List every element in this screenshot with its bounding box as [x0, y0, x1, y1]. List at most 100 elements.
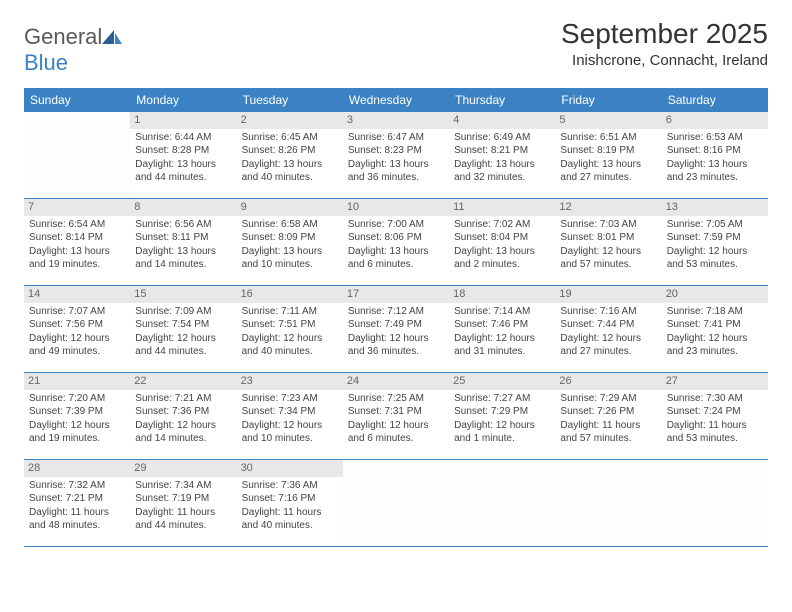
- sunset-text: Sunset: 8:09 PM: [242, 231, 338, 245]
- day-number: 6: [662, 112, 768, 129]
- sunrise-text: Sunrise: 7:18 AM: [667, 305, 763, 319]
- calendar-day-cell: 15Sunrise: 7:09 AMSunset: 7:54 PMDayligh…: [130, 286, 236, 372]
- daylight-text: and 44 minutes.: [135, 519, 231, 533]
- logo-blue: Blue: [24, 50, 68, 75]
- day-number: 20: [662, 286, 768, 303]
- calendar-day-cell: 14Sunrise: 7:07 AMSunset: 7:56 PMDayligh…: [24, 286, 130, 372]
- calendar-day-cell: 30Sunrise: 7:36 AMSunset: 7:16 PMDayligh…: [237, 460, 343, 546]
- sunrise-text: Sunrise: 7:02 AM: [454, 218, 550, 232]
- sunset-text: Sunset: 8:16 PM: [667, 144, 763, 158]
- sunrise-text: Sunrise: 6:49 AM: [454, 131, 550, 145]
- title-block: September 2025 Inishcrone, Connacht, Ire…: [561, 18, 768, 69]
- sunset-text: Sunset: 7:46 PM: [454, 318, 550, 332]
- daylight-text: and 23 minutes.: [667, 171, 763, 185]
- daylight-text: Daylight: 13 hours: [454, 245, 550, 259]
- daylight-text: Daylight: 12 hours: [560, 245, 656, 259]
- calendar-day-cell: 5Sunrise: 6:51 AMSunset: 8:19 PMDaylight…: [555, 112, 661, 198]
- calendar-week-row: 14Sunrise: 7:07 AMSunset: 7:56 PMDayligh…: [24, 286, 768, 373]
- sunrise-text: Sunrise: 7:29 AM: [560, 392, 656, 406]
- daylight-text: Daylight: 12 hours: [667, 332, 763, 346]
- weekday-header: Saturday: [662, 88, 768, 112]
- daylight-text: and 40 minutes.: [242, 345, 338, 359]
- weekday-header-row: SundayMondayTuesdayWednesdayThursdayFrid…: [24, 88, 768, 112]
- sunrise-text: Sunrise: 7:25 AM: [348, 392, 444, 406]
- calendar-day-cell: 18Sunrise: 7:14 AMSunset: 7:46 PMDayligh…: [449, 286, 555, 372]
- daylight-text: Daylight: 11 hours: [667, 419, 763, 433]
- logo-general: General: [24, 24, 102, 49]
- sunset-text: Sunset: 8:14 PM: [29, 231, 125, 245]
- sunrise-text: Sunrise: 6:56 AM: [135, 218, 231, 232]
- daylight-text: Daylight: 13 hours: [242, 158, 338, 172]
- month-title: September 2025: [561, 18, 768, 50]
- daylight-text: Daylight: 13 hours: [454, 158, 550, 172]
- daylight-text: and 6 minutes.: [348, 258, 444, 272]
- sunrise-text: Sunrise: 7:09 AM: [135, 305, 231, 319]
- day-number: 18: [449, 286, 555, 303]
- sunset-text: Sunset: 8:06 PM: [348, 231, 444, 245]
- sunset-text: Sunset: 7:49 PM: [348, 318, 444, 332]
- day-number: 29: [130, 460, 236, 477]
- sunrise-text: Sunrise: 7:20 AM: [29, 392, 125, 406]
- daylight-text: and 10 minutes.: [242, 258, 338, 272]
- weekday-header: Friday: [555, 88, 661, 112]
- day-number: 4: [449, 112, 555, 129]
- calendar-grid: SundayMondayTuesdayWednesdayThursdayFrid…: [24, 88, 768, 547]
- daylight-text: Daylight: 13 hours: [348, 245, 444, 259]
- calendar-week-row: 7Sunrise: 6:54 AMSunset: 8:14 PMDaylight…: [24, 199, 768, 286]
- sunrise-text: Sunrise: 7:36 AM: [242, 479, 338, 493]
- calendar-day-cell: 13Sunrise: 7:05 AMSunset: 7:59 PMDayligh…: [662, 199, 768, 285]
- daylight-text: Daylight: 13 hours: [135, 245, 231, 259]
- sunset-text: Sunset: 7:29 PM: [454, 405, 550, 419]
- calendar-day-cell: 12Sunrise: 7:03 AMSunset: 8:01 PMDayligh…: [555, 199, 661, 285]
- daylight-text: Daylight: 13 hours: [29, 245, 125, 259]
- daylight-text: and 19 minutes.: [29, 432, 125, 446]
- calendar-day-cell: 23Sunrise: 7:23 AMSunset: 7:34 PMDayligh…: [237, 373, 343, 459]
- daylight-text: Daylight: 12 hours: [454, 419, 550, 433]
- daylight-text: Daylight: 12 hours: [242, 419, 338, 433]
- day-number: 8: [130, 199, 236, 216]
- sunrise-text: Sunrise: 7:07 AM: [29, 305, 125, 319]
- sunrise-text: Sunrise: 6:47 AM: [348, 131, 444, 145]
- daylight-text: and 44 minutes.: [135, 171, 231, 185]
- sunrise-text: Sunrise: 7:16 AM: [560, 305, 656, 319]
- calendar-day-cell: 6Sunrise: 6:53 AMSunset: 8:16 PMDaylight…: [662, 112, 768, 198]
- daylight-text: Daylight: 11 hours: [242, 506, 338, 520]
- sunset-text: Sunset: 7:56 PM: [29, 318, 125, 332]
- calendar-day-cell: 7Sunrise: 6:54 AMSunset: 8:14 PMDaylight…: [24, 199, 130, 285]
- daylight-text: and 19 minutes.: [29, 258, 125, 272]
- sunrise-text: Sunrise: 6:51 AM: [560, 131, 656, 145]
- daylight-text: and 23 minutes.: [667, 345, 763, 359]
- sunset-text: Sunset: 7:19 PM: [135, 492, 231, 506]
- daylight-text: and 6 minutes.: [348, 432, 444, 446]
- calendar-day-cell: 26Sunrise: 7:29 AMSunset: 7:26 PMDayligh…: [555, 373, 661, 459]
- sunrise-text: Sunrise: 6:44 AM: [135, 131, 231, 145]
- sunset-text: Sunset: 7:16 PM: [242, 492, 338, 506]
- sunset-text: Sunset: 8:01 PM: [560, 231, 656, 245]
- logo-sail-icon: [102, 30, 122, 44]
- calendar-empty-cell: [449, 460, 555, 546]
- calendar-day-cell: 10Sunrise: 7:00 AMSunset: 8:06 PMDayligh…: [343, 199, 449, 285]
- day-number: 23: [237, 373, 343, 390]
- sunrise-text: Sunrise: 7:11 AM: [242, 305, 338, 319]
- sunrise-text: Sunrise: 7:34 AM: [135, 479, 231, 493]
- calendar-page: General Blue September 2025 Inishcrone, …: [0, 0, 792, 565]
- calendar-day-cell: 17Sunrise: 7:12 AMSunset: 7:49 PMDayligh…: [343, 286, 449, 372]
- day-number: 5: [555, 112, 661, 129]
- daylight-text: Daylight: 13 hours: [667, 158, 763, 172]
- daylight-text: and 40 minutes.: [242, 171, 338, 185]
- calendar-day-cell: 3Sunrise: 6:47 AMSunset: 8:23 PMDaylight…: [343, 112, 449, 198]
- calendar-week-row: 28Sunrise: 7:32 AMSunset: 7:21 PMDayligh…: [24, 460, 768, 547]
- calendar-day-cell: 24Sunrise: 7:25 AMSunset: 7:31 PMDayligh…: [343, 373, 449, 459]
- calendar-day-cell: 2Sunrise: 6:45 AMSunset: 8:26 PMDaylight…: [237, 112, 343, 198]
- day-number: 1: [130, 112, 236, 129]
- location: Inishcrone, Connacht, Ireland: [561, 52, 768, 69]
- day-number: 26: [555, 373, 661, 390]
- sunrise-text: Sunrise: 7:32 AM: [29, 479, 125, 493]
- day-number: 28: [24, 460, 130, 477]
- daylight-text: Daylight: 13 hours: [560, 158, 656, 172]
- sunset-text: Sunset: 7:54 PM: [135, 318, 231, 332]
- day-number: 15: [130, 286, 236, 303]
- sunset-text: Sunset: 7:31 PM: [348, 405, 444, 419]
- calendar-empty-cell: [343, 460, 449, 546]
- daylight-text: Daylight: 11 hours: [29, 506, 125, 520]
